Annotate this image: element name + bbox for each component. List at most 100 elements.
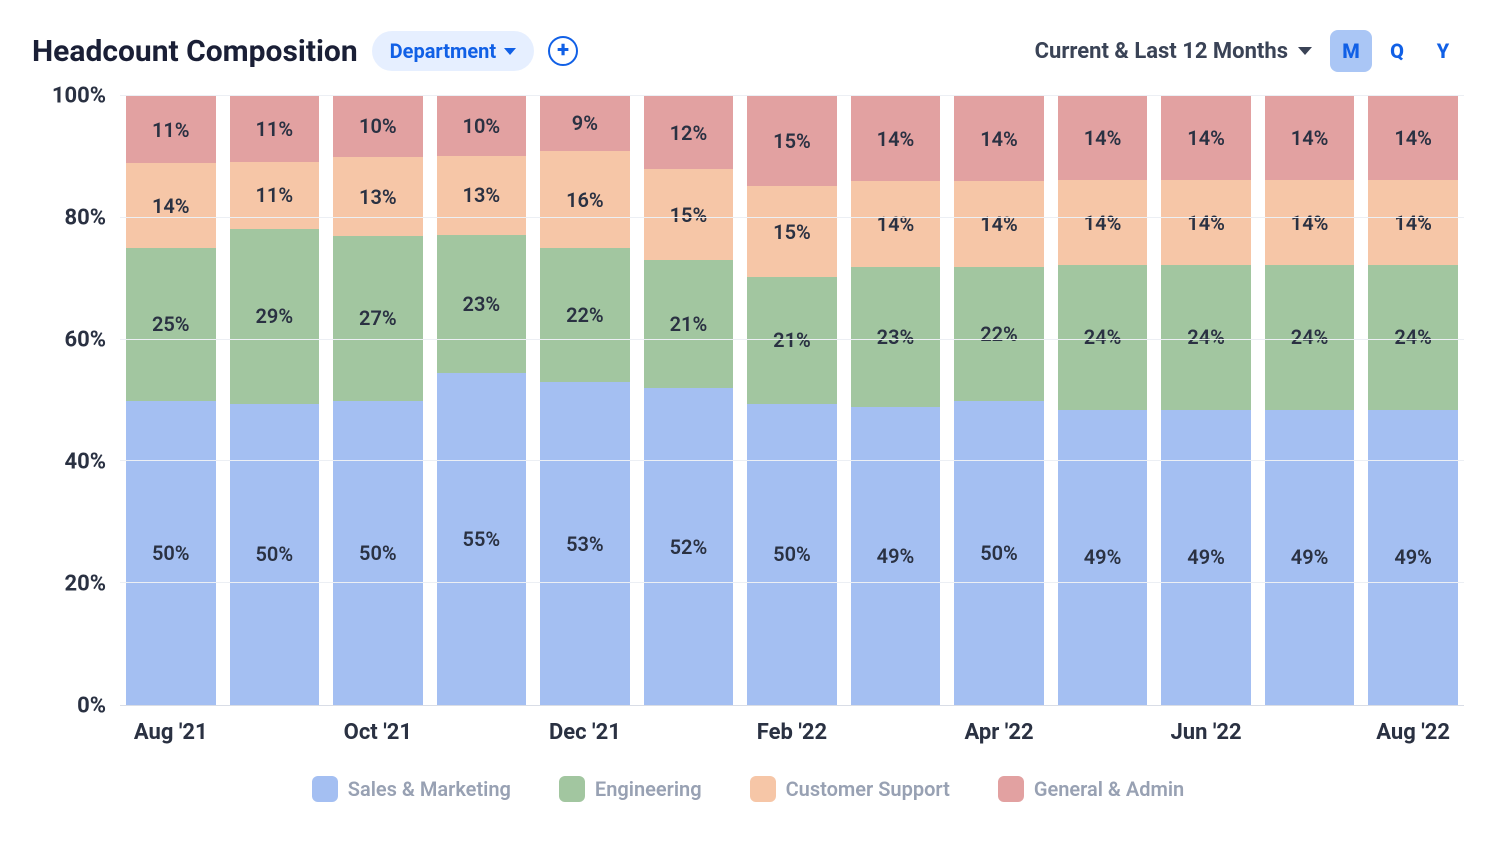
bar-segment: 13% [437, 156, 527, 234]
filter-pill-department[interactable]: Department [372, 31, 534, 71]
bar-segment: 14% [1161, 180, 1251, 264]
gridline [120, 95, 1464, 96]
bar-segment: 14% [1265, 180, 1355, 264]
gridline [120, 460, 1464, 461]
bar-segment: 22% [540, 248, 630, 382]
bar-segment: 23% [851, 267, 941, 407]
bar-column[interactable]: 12%15%21%52% [644, 96, 734, 705]
bar-segment: 24% [1368, 265, 1458, 410]
bar-column[interactable]: 14%14%24%49% [1265, 96, 1355, 705]
bar-column[interactable]: 11%11%29%50% [230, 96, 320, 705]
legend-swatch [559, 776, 585, 802]
y-tick-label: 40% [64, 450, 106, 475]
legend-label: Customer Support [786, 777, 950, 801]
bar-segment: 29% [230, 229, 320, 404]
bar-column[interactable]: 9%16%22%53% [540, 96, 630, 705]
bar-segment: 50% [230, 404, 320, 705]
bar-segment: 14% [851, 96, 941, 181]
bar-column[interactable]: 14%14%24%49% [1368, 96, 1458, 705]
bar-segment: 25% [126, 248, 216, 400]
bar-segment: 24% [1058, 265, 1148, 410]
y-tick-label: 20% [64, 572, 106, 597]
legend-item[interactable]: General & Admin [998, 776, 1184, 802]
bar-segment: 15% [747, 186, 837, 276]
bar-segment: 14% [954, 96, 1044, 181]
bar-segment: 14% [1161, 96, 1251, 180]
bar-column[interactable]: 14%14%23%49% [851, 96, 941, 705]
legend-item[interactable]: Engineering [559, 776, 702, 802]
bar-segment: 14% [851, 181, 941, 266]
bar-column[interactable]: 10%13%27%50% [333, 96, 423, 705]
y-axis: 0%20%40%60%80%100% [32, 96, 120, 706]
gridline [120, 339, 1464, 340]
legend-label: General & Admin [1034, 777, 1184, 801]
bar-segment: 52% [644, 388, 734, 705]
date-range-label: Current & Last 12 Months [1035, 39, 1288, 64]
bar-segment: 23% [437, 235, 527, 374]
y-tick-label: 100% [52, 84, 106, 109]
chart-title: Headcount Composition [32, 34, 358, 69]
legend-swatch [312, 776, 338, 802]
legend-label: Sales & Marketing [348, 777, 511, 801]
bar-segment: 14% [1058, 96, 1148, 180]
x-tick-slot [437, 720, 527, 756]
bar-segment: 21% [644, 260, 734, 388]
bar-segment: 11% [230, 162, 320, 228]
header-right: Current & Last 12 Months M Q Y [1035, 30, 1464, 72]
bar-segment: 24% [1265, 265, 1355, 410]
bar-segment: 16% [540, 151, 630, 248]
chart-header: Headcount Composition Department + Curre… [32, 30, 1464, 72]
x-tick-slot: Oct '21 [333, 720, 423, 756]
bar-segment: 49% [1265, 410, 1355, 705]
x-tick-slot [230, 720, 320, 756]
x-tick-slot [1058, 720, 1148, 756]
bar-segment: 11% [126, 96, 216, 163]
bar-segment: 13% [333, 157, 423, 236]
bar-segment: 50% [747, 404, 837, 706]
x-tick-label: Aug '21 [134, 720, 208, 745]
x-tick-label: Aug '22 [1376, 720, 1450, 745]
y-tick-label: 60% [64, 328, 106, 353]
bar-segment: 15% [644, 169, 734, 260]
period-month-button[interactable]: M [1330, 30, 1372, 72]
bar-segment: 10% [333, 96, 423, 157]
bar-segment: 14% [1368, 96, 1458, 180]
bar-column[interactable]: 15%15%21%50% [747, 96, 837, 705]
plus-icon: + [557, 40, 569, 62]
legend-item[interactable]: Sales & Marketing [312, 776, 511, 802]
bar-segment: 14% [1265, 96, 1355, 180]
bar-segment: 49% [851, 407, 941, 705]
period-toggle: M Q Y [1330, 30, 1464, 72]
legend-item[interactable]: Customer Support [750, 776, 950, 802]
period-quarter-button[interactable]: Q [1376, 30, 1418, 72]
bar-segment: 50% [126, 401, 216, 706]
bar-segment: 14% [126, 163, 216, 248]
bar-segment: 24% [1161, 265, 1251, 410]
date-range-select[interactable]: Current & Last 12 Months [1035, 39, 1312, 64]
x-tick-label: Apr '22 [964, 720, 1033, 745]
bar-segment: 10% [437, 96, 527, 156]
bar-segment: 49% [1161, 410, 1251, 705]
bar-segment: 15% [747, 96, 837, 186]
caret-down-icon [504, 48, 516, 55]
bar-column[interactable]: 10%13%23%55% [437, 96, 527, 705]
bar-column[interactable]: 11%14%25%50% [126, 96, 216, 705]
x-tick-slot: Feb '22 [747, 720, 837, 756]
period-year-button[interactable]: Y [1422, 30, 1464, 72]
bar-column[interactable]: 14%14%24%49% [1058, 96, 1148, 705]
bar-segment: 50% [954, 401, 1044, 706]
header-left: Headcount Composition Department + [32, 31, 578, 71]
bar-column[interactable]: 14%14%22%50% [954, 96, 1044, 705]
bar-segment: 53% [540, 382, 630, 705]
x-tick-label: Feb '22 [757, 720, 827, 745]
bar-segment: 14% [954, 181, 1044, 266]
x-tick-slot: Jun '22 [1161, 720, 1251, 756]
bar-column[interactable]: 14%14%24%49% [1161, 96, 1251, 705]
bar-segment: 14% [1368, 180, 1458, 264]
caret-down-icon [1298, 47, 1312, 55]
bar-segment: 12% [644, 96, 734, 169]
x-tick-slot: Dec '21 [540, 720, 630, 756]
filter-pill-label: Department [390, 39, 496, 63]
add-filter-button[interactable]: + [548, 36, 578, 66]
chart-plot-area: 0%20%40%60%80%100% 11%14%25%50%11%11%29%… [32, 96, 1464, 706]
